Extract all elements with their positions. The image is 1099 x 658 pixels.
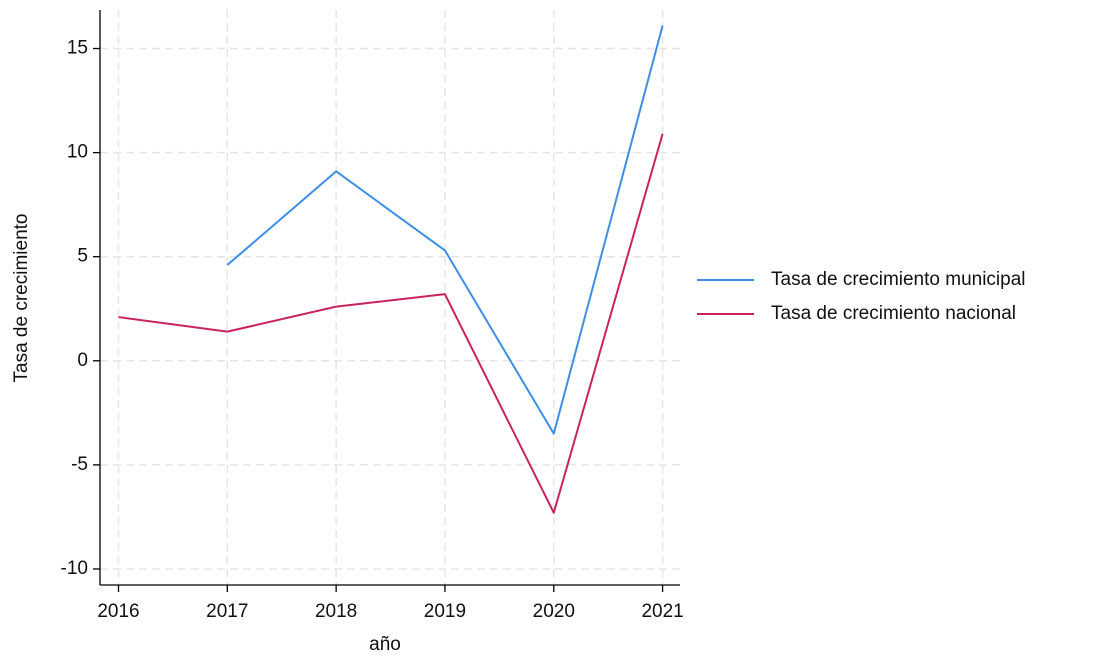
y-tick-label: 10 bbox=[67, 142, 88, 163]
y-tick-label: 0 bbox=[77, 350, 88, 371]
x-tick-label: 2016 bbox=[97, 601, 139, 622]
line bbox=[118, 133, 664, 514]
legend-label: Tasa de crecimiento nacional bbox=[771, 303, 1016, 324]
y-tick-label: -10 bbox=[61, 558, 88, 579]
x-tick-label: 2021 bbox=[641, 601, 683, 622]
y-axis-label: Tasa de crecimiento bbox=[11, 214, 32, 383]
y-tick-label: 15 bbox=[67, 38, 88, 59]
x-axis-label: año bbox=[369, 634, 401, 655]
y-tick-label: -5 bbox=[71, 454, 88, 475]
y-tick-label: 5 bbox=[77, 246, 88, 267]
x-tick-label: 2020 bbox=[533, 601, 575, 622]
x-tick-label: 2018 bbox=[315, 601, 357, 622]
x-tick-label: 2019 bbox=[424, 601, 466, 622]
legend-label: Tasa de crecimiento municipal bbox=[771, 269, 1026, 290]
line bbox=[226, 25, 664, 435]
x-tick-label: 2017 bbox=[206, 601, 248, 622]
